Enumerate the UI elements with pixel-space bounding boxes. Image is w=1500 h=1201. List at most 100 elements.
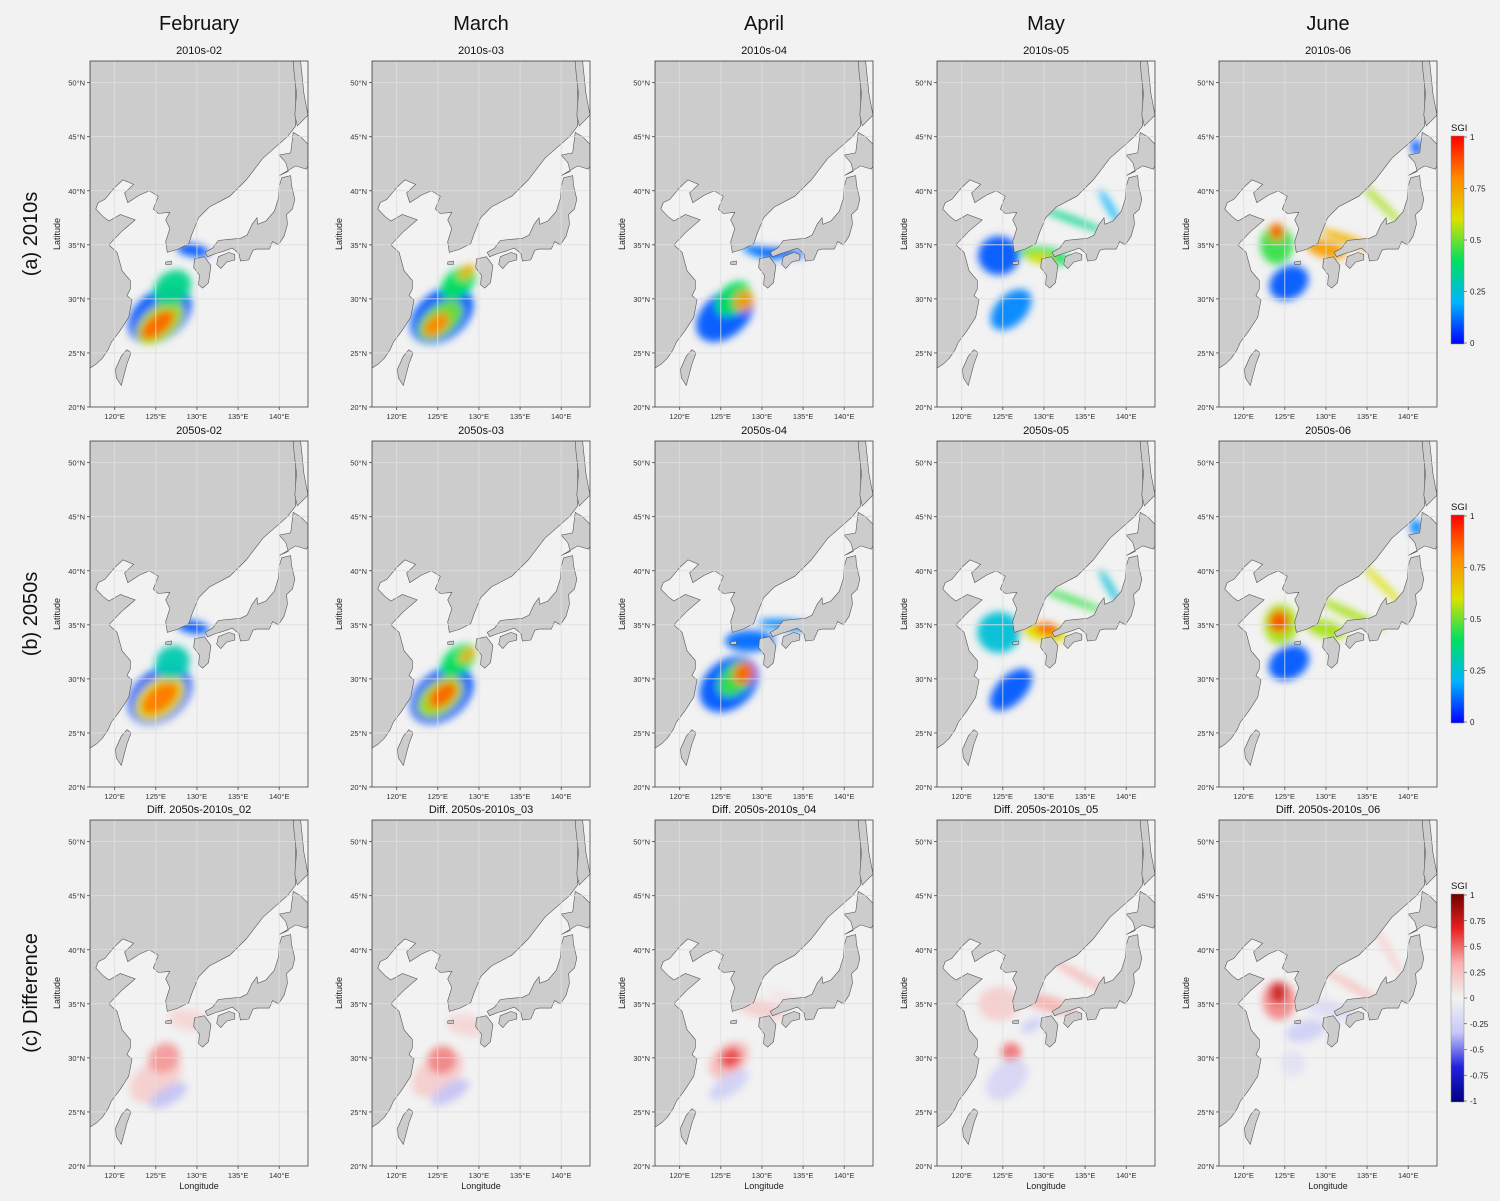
row-label: (b) 2050s xyxy=(20,572,42,657)
jeju-land xyxy=(1012,640,1019,645)
panel-border xyxy=(371,819,591,1167)
lat-tick-label: 45°N xyxy=(1197,892,1214,901)
lat-tick-label: 40°N xyxy=(1197,946,1214,955)
sakhalin-land xyxy=(1421,61,1437,127)
lat-tick-label: 20°N xyxy=(350,783,367,792)
field-layer xyxy=(410,264,477,344)
field-layer xyxy=(410,643,477,724)
lat-tick-label: 50°N xyxy=(350,459,367,468)
lat-tick-label: 50°N xyxy=(915,79,932,88)
lat-tick-label: 35°N xyxy=(68,1000,85,1009)
legend-tick-label: 0 xyxy=(1470,718,1475,727)
lat-tick-label: 50°N xyxy=(633,459,650,468)
panel-title: 2010s-03 xyxy=(458,45,504,57)
lat-tick-label: 20°N xyxy=(915,403,932,412)
y-axis-title: Latitude xyxy=(1181,977,1191,1009)
y-axis-title: Latitude xyxy=(899,218,909,250)
jeju-land xyxy=(165,640,172,645)
sgi-blob xyxy=(1001,1042,1021,1063)
y-axis-title: Latitude xyxy=(52,598,62,630)
lon-tick-label: 140°E xyxy=(1398,792,1419,801)
lat-tick-label: 30°N xyxy=(633,1054,650,1063)
land-layer xyxy=(372,441,590,767)
lat-tick-label: 45°N xyxy=(68,133,85,142)
lat-tick-label: 35°N xyxy=(1197,241,1214,250)
y-axis-title: Latitude xyxy=(1181,598,1191,630)
lon-tick-label: 125°E xyxy=(993,412,1014,421)
taiwan-land xyxy=(397,1108,414,1146)
kyushu-land xyxy=(475,636,494,669)
legend-colorbar xyxy=(1450,893,1465,1103)
lat-tick-label: 30°N xyxy=(915,1054,932,1063)
y-axis-title: Latitude xyxy=(1181,218,1191,250)
lon-tick-label: 130°E xyxy=(1316,1171,1337,1180)
map-panel: 20°N 25°N 30°N 35°N 40°N 45°N 50°N 120°E 125°E 13… xyxy=(617,45,874,421)
jeju-land xyxy=(730,260,737,265)
lon-tick-label: 120°E xyxy=(104,1171,125,1180)
lat-tick-label: 45°N xyxy=(633,133,650,142)
y-axis-title: Latitude xyxy=(617,218,627,250)
lon-tick-label: 135°E xyxy=(228,412,249,421)
lat-tick-label: 25°N xyxy=(915,729,932,738)
jeju-land xyxy=(730,640,737,645)
sgi-blob xyxy=(1270,982,1287,1004)
lat-tick-label: 40°N xyxy=(915,946,932,955)
panel-title: 2050s-04 xyxy=(741,425,787,437)
panel-border xyxy=(936,440,1156,788)
shikoku-land xyxy=(781,632,801,650)
lat-tick-label: 45°N xyxy=(633,892,650,901)
lat-tick-label: 35°N xyxy=(633,241,650,250)
taiwan-land xyxy=(962,349,979,387)
lon-tick-label: 130°E xyxy=(752,792,773,801)
lat-tick-label: 35°N xyxy=(350,1000,367,1009)
legend-tick-label: 0.25 xyxy=(1470,667,1486,676)
kyushu-land xyxy=(1040,256,1059,289)
lon-tick-label: 140°E xyxy=(1398,412,1419,421)
jeju-land xyxy=(165,1019,172,1024)
jeju-land xyxy=(1012,1019,1019,1024)
lat-tick-label: 40°N xyxy=(633,567,650,576)
lat-tick-label: 40°N xyxy=(350,187,367,196)
lon-tick-label: 140°E xyxy=(834,792,855,801)
honshu-land xyxy=(486,934,578,1021)
panel-title: Diff. 2050s-2010s_04 xyxy=(712,804,816,816)
map-panel: 20°N 25°N 30°N 35°N 40°N 45°N 50°N 120°E 125°E 13… xyxy=(52,804,309,1191)
sakhalin-land xyxy=(1421,820,1437,886)
lat-tick-label: 30°N xyxy=(350,675,367,684)
lat-tick-label: 20°N xyxy=(633,1162,650,1171)
lat-tick-label: 20°N xyxy=(915,1162,932,1171)
shikoku-land xyxy=(1063,632,1083,650)
shikoku-land xyxy=(498,1011,518,1029)
lat-tick-label: 45°N xyxy=(1197,133,1214,142)
legend-title: SGI xyxy=(1451,123,1467,134)
taiwan-land xyxy=(962,1108,979,1146)
lon-tick-label: 125°E xyxy=(1275,792,1296,801)
column-header: May xyxy=(1027,13,1065,35)
honshu-land xyxy=(1051,555,1143,642)
kyushu-land xyxy=(193,636,212,669)
lon-tick-label: 120°E xyxy=(951,1171,972,1180)
lon-tick-label: 140°E xyxy=(269,1171,290,1180)
x-axis-title: Longitude xyxy=(1026,1181,1066,1191)
sgi-blob xyxy=(427,1045,457,1075)
lat-tick-label: 40°N xyxy=(633,187,650,196)
lon-tick-label: 120°E xyxy=(951,792,972,801)
legend-title: SGI xyxy=(1451,881,1467,892)
lat-tick-label: 25°N xyxy=(633,349,650,358)
field-layer xyxy=(978,189,1121,331)
sakhalin-land xyxy=(574,820,590,886)
kyushu-land xyxy=(758,636,777,669)
map-panel: 20°N 25°N 30°N 35°N 40°N 45°N 50°N 120°E 125°E 13… xyxy=(334,45,591,421)
lon-tick-label: 130°E xyxy=(187,1171,208,1180)
lat-tick-label: 20°N xyxy=(1197,1162,1214,1171)
lat-tick-label: 45°N xyxy=(350,892,367,901)
lon-tick-label: 130°E xyxy=(469,1171,490,1180)
y-axis-title: Latitude xyxy=(52,977,62,1009)
panel-title: 2010s-06 xyxy=(1305,45,1351,57)
y-axis-title: Latitude xyxy=(52,218,62,250)
lon-tick-label: 130°E xyxy=(1316,412,1337,421)
map-panel: 20°N 25°N 30°N 35°N 40°N 45°N 50°N 120°E 125°E 13… xyxy=(1181,425,1438,801)
lat-tick-label: 35°N xyxy=(350,241,367,250)
panel-border xyxy=(371,60,591,408)
